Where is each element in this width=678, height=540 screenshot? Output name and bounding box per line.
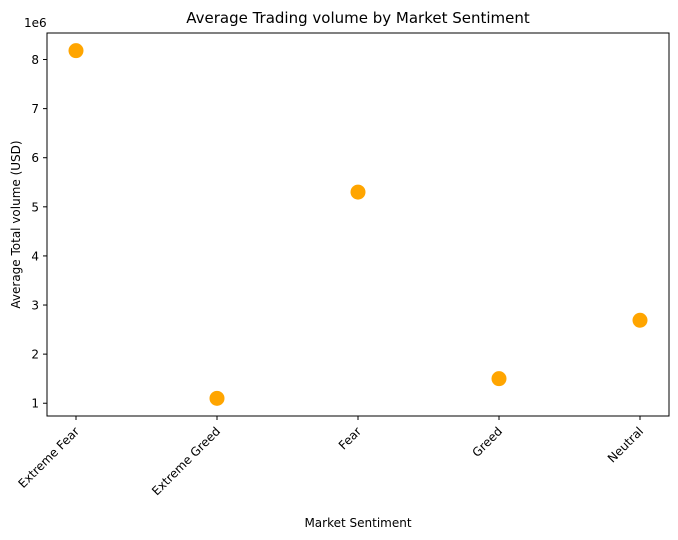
data-point xyxy=(68,43,84,59)
y-tick-label: 6 xyxy=(31,151,39,165)
y-tick-label: 5 xyxy=(31,200,39,214)
y-tick-label: 3 xyxy=(31,299,39,313)
y-tick-label: 4 xyxy=(31,249,39,263)
data-point xyxy=(350,184,366,200)
y-offset-label: 1e6 xyxy=(24,16,47,30)
y-tick-label: 2 xyxy=(31,348,39,362)
data-point xyxy=(209,390,225,406)
y-axis: 1 2 3 4 5 6 7 8 xyxy=(31,53,47,411)
data-point xyxy=(632,312,648,328)
y-tick-label: 8 xyxy=(31,53,39,67)
chart-title: Average Trading volume by Market Sentime… xyxy=(186,9,530,27)
data-point xyxy=(491,371,507,387)
y-tick-label: 7 xyxy=(31,102,39,116)
data-points xyxy=(68,43,648,406)
y-axis-label: Average Total volume (USD) xyxy=(9,140,23,308)
x-axis-label: Market Sentiment xyxy=(304,516,411,530)
y-tick-label: 1 xyxy=(31,397,39,411)
